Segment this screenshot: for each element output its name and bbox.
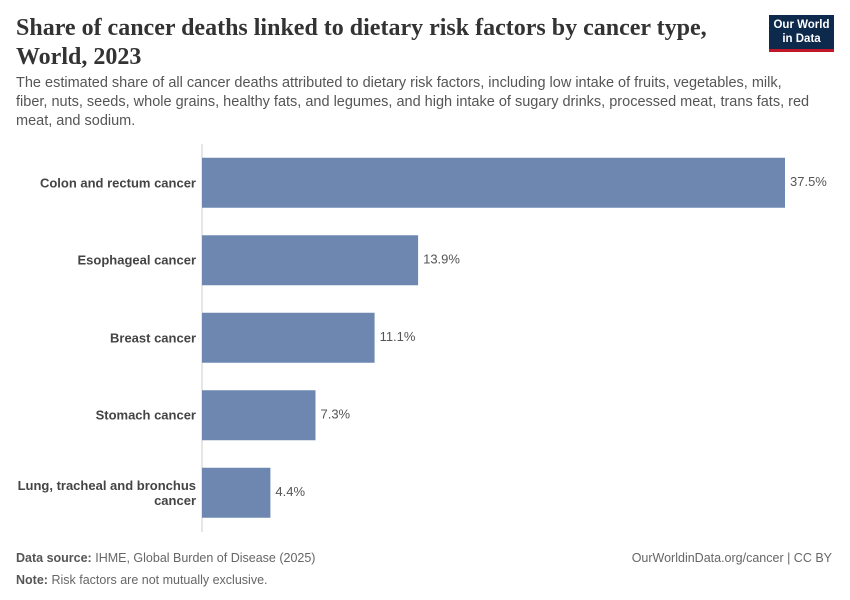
footer: Data source: IHME, Global Burden of Dise… (16, 547, 832, 591)
value-label: 7.3% (320, 407, 350, 422)
subtitle: The estimated share of all cancer deaths… (16, 75, 810, 129)
category-label: Lung, tracheal and bronchus cancer (17, 477, 196, 508)
title: Share of cancer deaths linked to dietary… (16, 15, 707, 70)
logo-line: in Data (782, 33, 821, 45)
value-label: 37.5% (790, 174, 827, 189)
bar (202, 467, 271, 518)
source-url[interactable]: OurWorldinData.org/cancer | CC BY (631, 551, 832, 565)
bar (202, 312, 375, 363)
bar (202, 235, 419, 286)
category-label: Esophageal cancer (77, 252, 197, 268)
source: IHME, Global Burden of Disease (2025) (95, 551, 316, 565)
category-label: Breast cancer (110, 330, 196, 346)
value-label: 11.1% (380, 329, 416, 344)
logo-line: Our World (773, 19, 830, 31)
bar (202, 390, 316, 441)
note-label: Note: (16, 573, 48, 587)
value-label: 4.4% (275, 484, 305, 499)
value-label: 13.9% (423, 252, 460, 267)
category-label: Stomach cancer (95, 407, 196, 423)
bar (202, 157, 785, 208)
source-label: Data source: (16, 551, 92, 565)
logo[interactable]: Our World in Data (769, 15, 834, 52)
category-label: Colon and rectum cancer (39, 175, 196, 191)
note: Risk factors are not mutually exclusive. (51, 573, 268, 587)
